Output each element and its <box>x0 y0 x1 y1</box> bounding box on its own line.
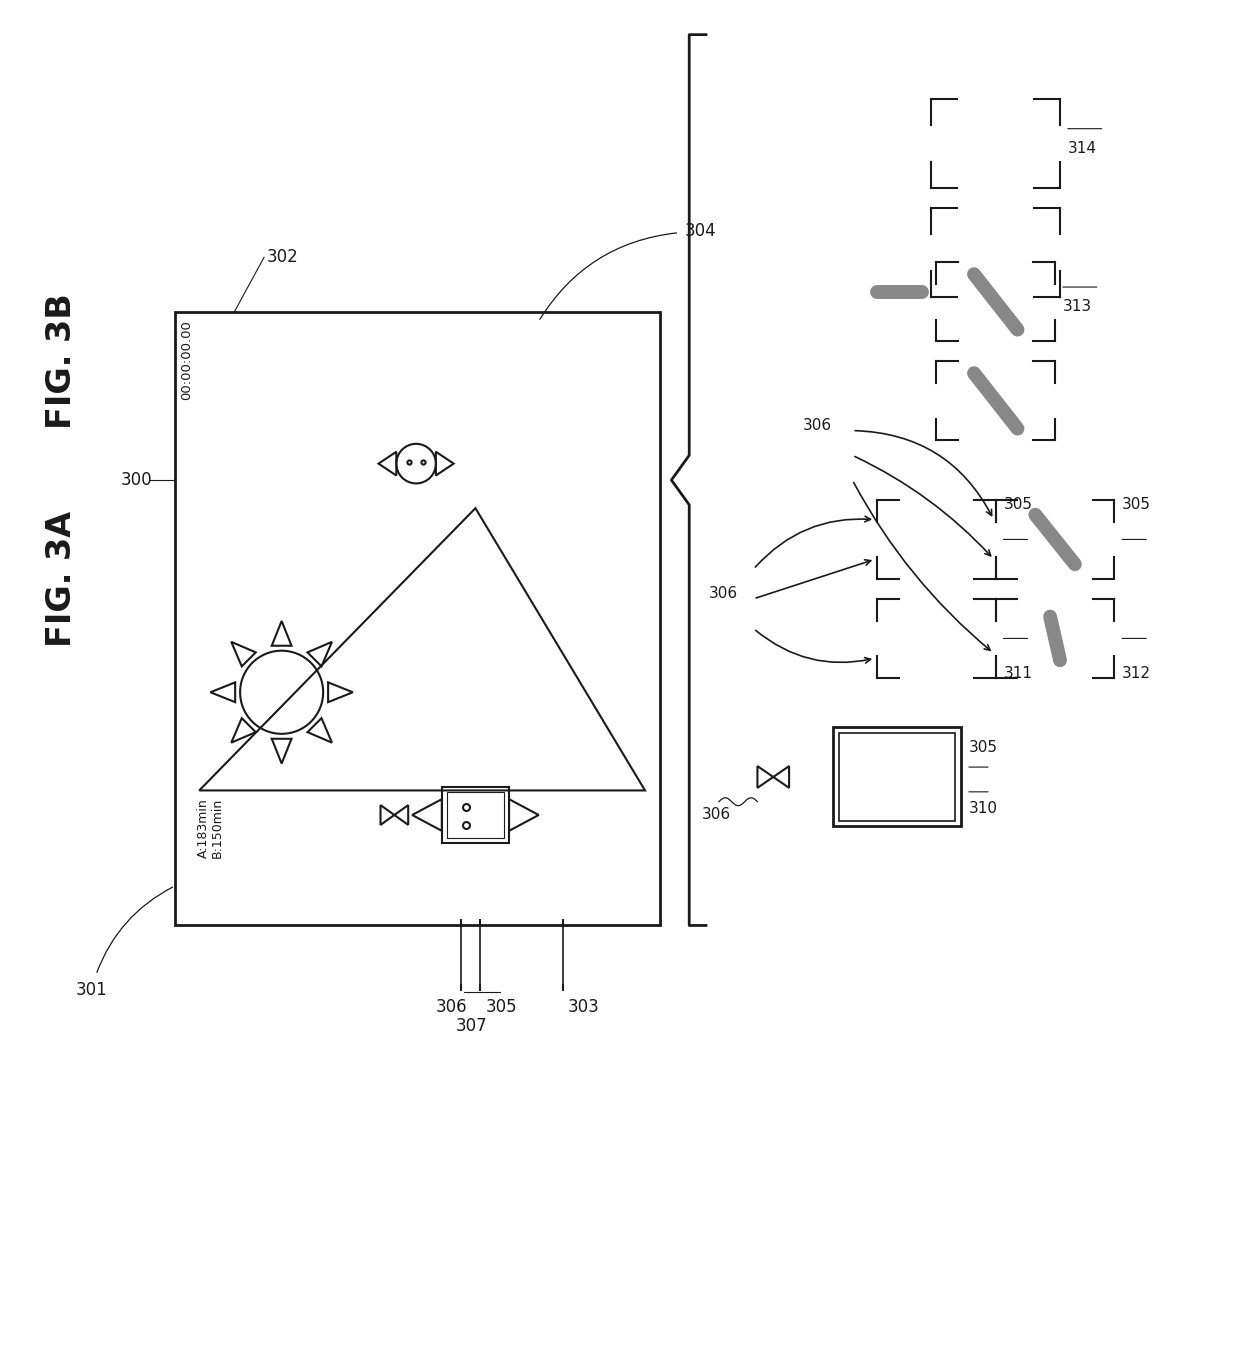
Text: 306: 306 <box>702 807 732 822</box>
Text: 314: 314 <box>1068 141 1097 156</box>
Text: FIG. 3B: FIG. 3B <box>45 293 78 429</box>
Text: A:183min: A:183min <box>197 799 210 858</box>
Text: FIG. 3A: FIG. 3A <box>45 511 78 648</box>
Text: 302: 302 <box>267 249 299 266</box>
Text: 306: 306 <box>709 587 738 602</box>
Text: 304: 304 <box>684 221 715 239</box>
Text: 305: 305 <box>1003 497 1033 512</box>
Bar <box>446 792 505 838</box>
Text: 00:00:00.00: 00:00:00.00 <box>180 319 193 399</box>
Text: 307: 307 <box>455 1017 487 1035</box>
Text: 310: 310 <box>968 801 998 816</box>
Text: 303: 303 <box>568 998 599 1016</box>
Text: 312: 312 <box>1122 665 1151 680</box>
Bar <box>175 312 660 925</box>
Text: 305: 305 <box>485 998 517 1016</box>
Text: 306: 306 <box>804 418 832 433</box>
Bar <box>832 728 961 827</box>
Text: B:150min: B:150min <box>211 799 223 858</box>
Text: 311: 311 <box>1003 665 1033 680</box>
Text: 313: 313 <box>1063 299 1092 314</box>
Text: 305: 305 <box>968 740 998 755</box>
Text: 306: 306 <box>436 998 467 1016</box>
Text: 305: 305 <box>1122 497 1151 512</box>
Text: 301: 301 <box>76 980 108 998</box>
Bar <box>838 733 955 820</box>
Text: 300: 300 <box>120 471 153 489</box>
Bar <box>441 788 510 843</box>
